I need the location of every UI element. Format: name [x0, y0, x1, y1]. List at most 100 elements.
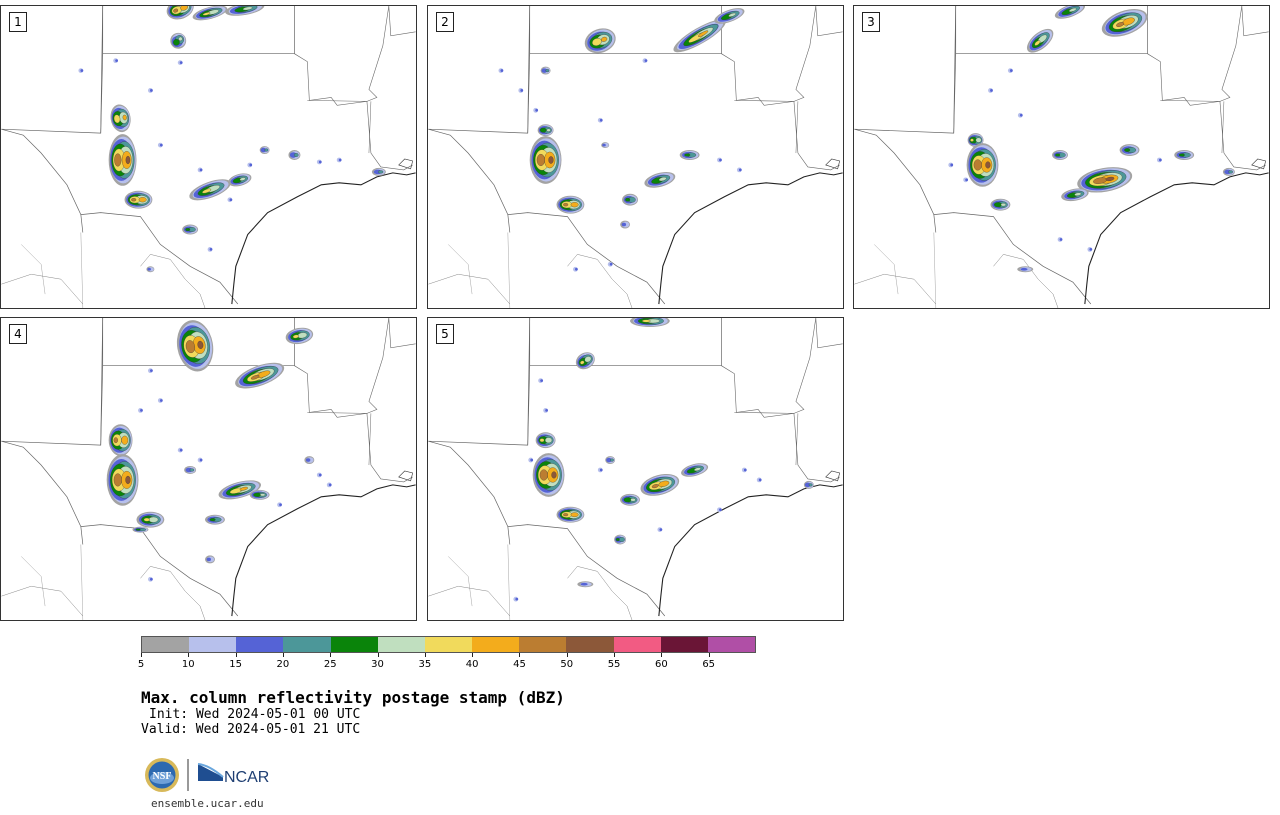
echo-speck — [149, 577, 153, 581]
colorbar-tick — [330, 653, 332, 657]
storm-cell — [620, 220, 631, 229]
postage-stamp-panel-1: 1 — [0, 5, 417, 309]
state-border — [993, 254, 1059, 308]
postage-stamp-panel-4: 4 — [0, 317, 417, 621]
storm-cell — [124, 190, 153, 209]
state-border — [933, 212, 1092, 305]
lake-outline — [398, 158, 414, 170]
echo-speck — [1158, 158, 1162, 162]
storm-cell — [225, 6, 265, 16]
storm-cell — [540, 66, 551, 75]
storm-cell — [803, 480, 814, 489]
echo-speck — [1019, 113, 1023, 117]
echo-speck — [140, 408, 143, 412]
state-border — [1160, 100, 1266, 171]
storm-cell — [681, 463, 709, 477]
echo-speck — [599, 118, 603, 122]
echo-speck — [209, 247, 213, 251]
storm-cell — [614, 534, 627, 545]
coastline — [658, 172, 843, 305]
storm-cell — [259, 146, 270, 155]
echo-speck — [644, 59, 648, 63]
colorbar-tick — [566, 653, 568, 657]
state-border — [1, 6, 104, 134]
storm-cell — [182, 224, 199, 235]
ncar-text: NCAR — [224, 769, 269, 786]
panel-label: 3 — [862, 12, 880, 32]
state-border — [1, 440, 84, 545]
echo-speck — [199, 458, 203, 462]
state-border — [80, 232, 83, 308]
lake-outline — [825, 158, 841, 170]
echo-speck — [159, 399, 163, 402]
storm-cell — [1222, 167, 1235, 176]
state-border — [874, 244, 899, 295]
echo-speck — [115, 59, 118, 63]
storm-cell — [371, 167, 386, 176]
echo-speck — [279, 503, 282, 507]
colorbar-tick — [424, 653, 426, 657]
colorbar-tick-label: 5 — [137, 659, 145, 670]
state-border — [307, 100, 413, 171]
state-border — [1, 586, 83, 617]
echo-speck — [318, 160, 322, 164]
state-border — [953, 53, 957, 134]
state-border — [428, 440, 511, 545]
echo-speck — [719, 158, 722, 162]
state-border — [933, 232, 936, 308]
state-border — [795, 101, 799, 154]
colorbar-segment — [142, 637, 190, 652]
colorbar-segment — [566, 637, 614, 652]
colorbar-tick — [661, 653, 663, 657]
state-border — [21, 556, 46, 607]
state-border — [294, 318, 390, 418]
storm-cell — [535, 432, 556, 449]
colorbar-tick-label: 20 — [276, 659, 290, 670]
echo-speck — [965, 178, 969, 182]
echo-speck — [545, 408, 548, 412]
coastline — [1084, 172, 1269, 305]
storm-cell — [1119, 144, 1140, 157]
storm-cell — [205, 514, 225, 525]
valid-time: Valid: Wed 2024-05-01 21 UTC — [141, 722, 361, 737]
storm-cell — [605, 456, 616, 465]
storm-cell — [184, 466, 197, 474]
state-border — [507, 232, 510, 308]
echo-speck — [80, 69, 84, 72]
storm-cell — [218, 480, 262, 500]
echo-speck — [575, 267, 578, 271]
state-border — [955, 6, 1148, 55]
colorbar-tick-label: 30 — [371, 659, 384, 670]
coastline — [231, 172, 416, 305]
storm-cell — [132, 526, 149, 533]
colorbar-segment — [189, 637, 237, 652]
colorbar-tick-label: 15 — [229, 659, 242, 670]
state-border — [527, 365, 531, 446]
state-border — [294, 6, 390, 106]
storm-cell — [584, 28, 616, 54]
storm-cell — [108, 424, 133, 457]
coastline — [231, 484, 416, 617]
echo-speck — [540, 379, 544, 382]
state-border — [1, 274, 83, 305]
state-border — [80, 212, 239, 305]
state-border — [527, 53, 531, 134]
state-border — [795, 413, 799, 466]
echo-speck — [599, 468, 603, 472]
storm-cell — [1077, 167, 1133, 193]
colorbar-segment — [377, 637, 425, 652]
state-border — [734, 412, 840, 483]
storm-cell — [577, 581, 594, 588]
lake-outline — [825, 470, 841, 482]
storm-cell — [189, 179, 231, 201]
colorbar-tick-label: 65 — [702, 659, 716, 670]
storm-cell — [990, 198, 1011, 211]
storm-cell — [304, 456, 315, 465]
storm-cell — [146, 266, 155, 273]
storm-cell — [575, 352, 595, 370]
state-border — [507, 544, 510, 620]
storm-cell — [1174, 150, 1195, 160]
colorbar-segment — [472, 637, 520, 652]
storm-cell — [556, 506, 585, 523]
storm-cell — [1054, 6, 1086, 19]
